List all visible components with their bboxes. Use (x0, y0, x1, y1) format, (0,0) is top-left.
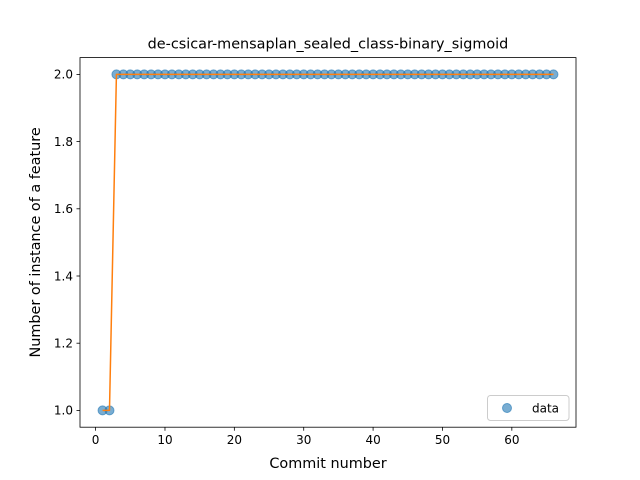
x-tick-label: 40 (365, 433, 380, 447)
plot-frame (79, 57, 577, 428)
y-tick-label: 1.6 (54, 202, 73, 216)
legend: data (487, 395, 570, 421)
y-tick-label: 1.8 (54, 135, 73, 149)
fit-line-layer (102, 73, 554, 412)
fit-line (102, 73, 554, 412)
y-tick-label: 1.4 (54, 269, 73, 283)
x-tick-label: 30 (296, 433, 311, 447)
y-axis-ticks: 1.0 1.2 1.4 1.6 1.8 2.0 (54, 68, 80, 418)
legend-marker-data (502, 403, 512, 413)
x-tick-label: 20 (227, 433, 242, 447)
plot-area (79, 57, 577, 428)
chart-title: de-csicar-mensaplan_sealed_class-binary_… (148, 37, 509, 53)
legend-label-data: data (532, 402, 559, 416)
x-tick-label: 10 (157, 433, 172, 447)
plot-background (80, 57, 576, 428)
y-tick-label: 1.0 (54, 404, 73, 418)
x-tick-label: 0 (92, 433, 100, 447)
x-tick-label: 60 (504, 433, 519, 447)
y-axis-label: Number of instance of a feature (28, 127, 44, 357)
legend-frame (487, 395, 570, 421)
y-tick-label: 1.2 (54, 337, 73, 351)
x-tick-label: 50 (435, 433, 450, 447)
x-axis-ticks: 0 10 20 30 40 50 60 (92, 427, 519, 447)
y-tick-label: 2.0 (54, 68, 73, 82)
x-axis-label: Commit number (269, 456, 386, 472)
